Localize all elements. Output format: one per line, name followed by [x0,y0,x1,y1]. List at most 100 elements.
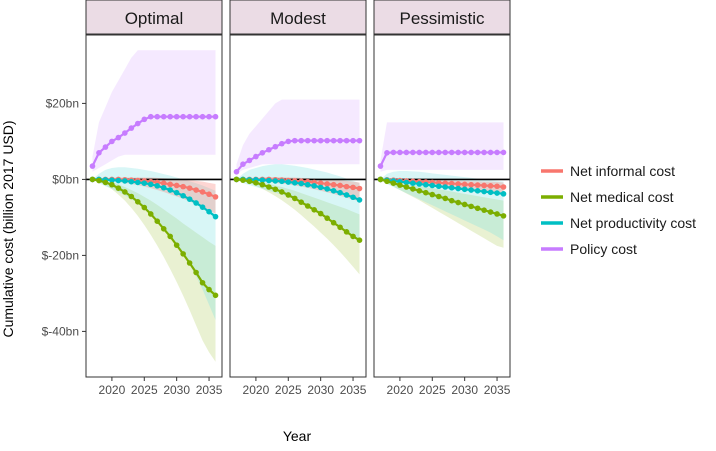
data-point-policy-cost [481,149,487,156]
data-point-net-informal-cost [186,185,193,191]
data-point-net-informal-cost [350,184,356,191]
data-point-net-productivity-cost [403,179,410,186]
data-point-policy-cost [154,113,161,120]
ci-band-net-productivity-cost [92,167,216,320]
panel-content [374,122,510,248]
y-tick-label: $-20bn [42,248,79,262]
data-point-net-medical-cost [461,201,468,208]
data-point-policy-cost [180,113,186,120]
data-point-net-productivity-cost [160,184,167,191]
data-point-policy-cost [455,149,461,156]
data-point-net-medical-cost [246,178,253,185]
data-point-net-medical-cost [109,181,115,188]
data-point-policy-cost [468,149,474,156]
data-point-net-medical-cost [481,207,487,213]
x-tick-label: 2035 [196,383,223,397]
data-point-policy-cost [285,138,292,145]
data-point-net-productivity-cost [115,177,122,184]
data-point-net-productivity-cost [291,180,298,186]
legend: Net informal cost Net medical cost Net pro… [541,163,696,257]
data-point-net-productivity-cost [147,181,154,188]
data-point-net-medical-cost [416,188,423,194]
data-point-policy-cost [115,134,122,141]
data-point-policy-cost [102,144,109,150]
data-point-policy-cost [186,113,193,120]
facet-panel-pessimistic: Pessimistic 2020 2025 2030 2035 [373,0,511,397]
data-point-net-productivity-cost [285,179,292,185]
data-point-net-medical-cost [455,199,461,206]
data-point-policy-cost [135,120,141,127]
data-point-net-informal-cost [461,181,468,188]
data-point-net-productivity-cost [461,186,468,193]
data-point-net-medical-cost [167,233,173,240]
data-point-net-medical-cost [212,292,219,299]
data-point-net-informal-cost [343,183,350,190]
data-point-net-medical-cost [317,210,324,217]
data-point-net-medical-cost [186,260,193,266]
ci-band-policy-cost [380,122,504,172]
data-point-net-medical-cost [259,181,266,188]
data-point-policy-cost [423,149,429,156]
data-point-policy-cost [206,113,212,120]
data-point-policy-cost [448,149,455,156]
data-point-net-informal-cost [173,182,180,189]
data-point-net-productivity-cost [298,180,305,187]
ci-band-policy-cost [92,50,216,172]
data-point-net-informal-cost [167,181,173,188]
data-point-net-productivity-cost [448,184,455,191]
data-point-net-medical-cost [487,209,494,215]
data-point-net-productivity-cost [423,181,429,188]
ci-band-net-medical-cost [92,179,216,362]
data-point-net-productivity-cost [330,188,337,194]
x-tick-label: 2030 [451,383,478,397]
legend-label-net-medical-cost: Net medical cost [570,189,674,205]
data-point-net-medical-cost [128,193,135,200]
data-point-net-medical-cost [147,211,154,217]
data-point-policy-cost [89,163,96,169]
x-tick-label: 2020 [243,383,270,397]
data-point-net-informal-cost [356,185,363,192]
data-point-policy-cost [416,149,423,156]
data-point-policy-cost [442,149,449,156]
x-tick-label: 2030 [307,383,334,397]
data-point-policy-cost [253,153,259,160]
data-point-policy-cost [298,137,305,144]
x-tick-label: 2020 [387,383,414,397]
data-point-net-productivity-cost [429,182,436,189]
data-point-net-medical-cost [206,286,212,293]
x-tick-label: 2025 [275,383,302,397]
data-point-policy-cost [343,137,350,144]
data-point-net-informal-cost [481,182,487,189]
data-point-policy-cost [487,149,494,156]
data-point-policy-cost [474,149,481,156]
data-point-net-medical-cost [291,195,298,202]
data-point-net-medical-cost [180,251,186,257]
data-point-policy-cost [147,113,154,120]
data-point-net-informal-cost [500,184,507,190]
data-point-net-medical-cost [272,186,279,193]
data-point-net-medical-cost [500,213,507,219]
data-point-net-informal-cost [199,189,206,195]
data-point-net-medical-cost [266,184,272,190]
facet-title: Pessimistic [399,9,485,28]
data-point-policy-cost [377,163,384,169]
data-point-net-productivity-cost [193,200,199,206]
data-point-policy-cost [212,113,219,120]
x-tick-label: 2025 [419,383,446,397]
x-tick-label: 2025 [131,383,158,397]
panel-background [230,35,366,377]
data-point-policy-cost [109,138,115,145]
data-point-net-productivity-cost [173,189,180,196]
data-point-net-medical-cost [311,207,317,213]
facet-strip [229,0,367,35]
data-point-policy-cost [317,137,324,144]
panel-border [85,34,223,378]
data-point-policy-cost [246,157,253,164]
data-point-net-informal-cost [160,180,167,186]
data-point-net-productivity-cost [474,188,481,194]
data-point-net-productivity-cost [487,189,494,196]
legend-label-net-informal-cost: Net informal cost [570,163,675,179]
data-point-net-productivity-cost [435,183,442,190]
x-tick-label: 2020 [99,383,126,397]
y-tick-label: $0bn [52,172,79,186]
